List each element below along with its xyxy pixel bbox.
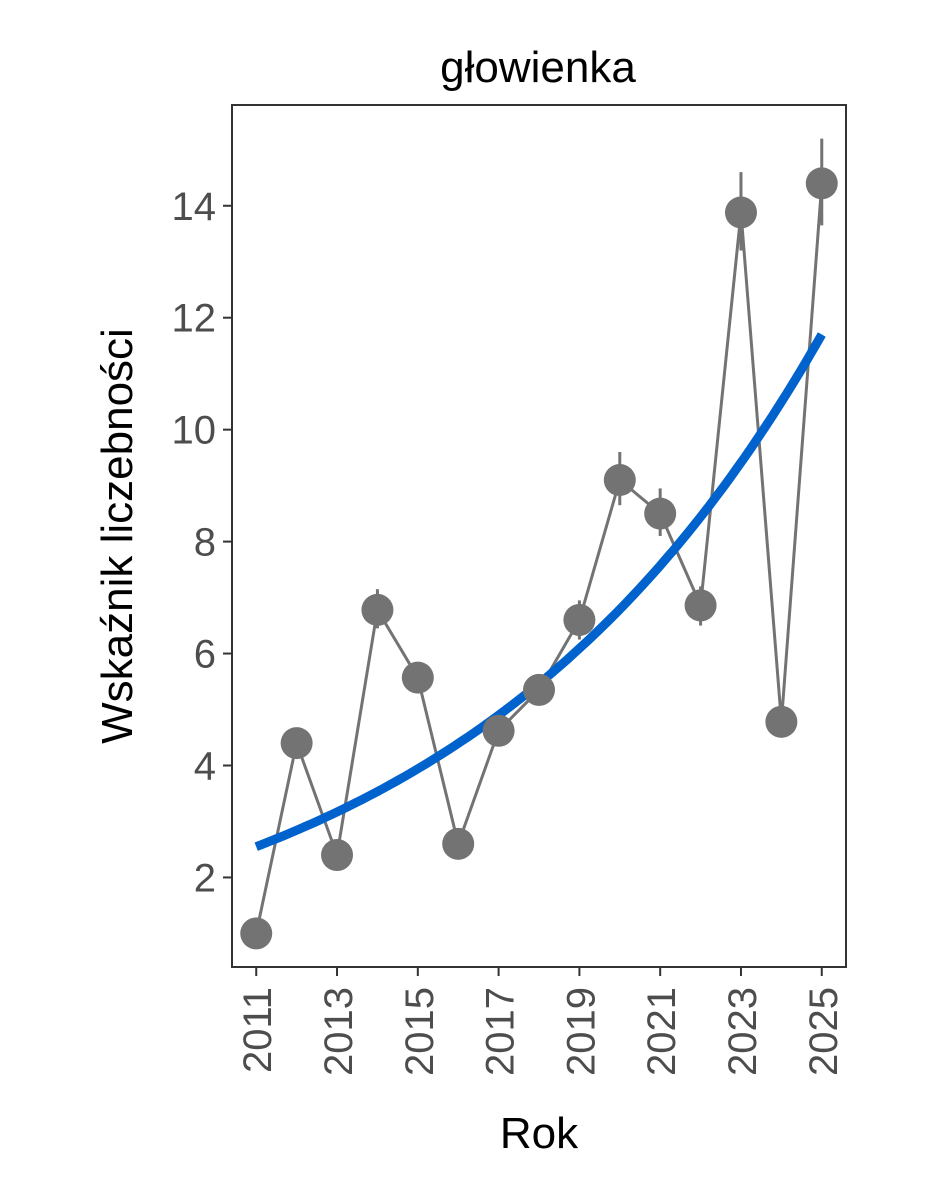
x-tick-label: 2023 (721, 987, 765, 1076)
data-point (724, 196, 757, 229)
y-tick-label: 4 (194, 744, 216, 788)
data-point (805, 167, 838, 200)
x-tick-label: 2021 (640, 987, 684, 1076)
y-tick-label: 14 (172, 185, 217, 229)
x-tick-label: 2015 (398, 987, 442, 1076)
x-axis: 2011 2013 2015 2017 2019 2021 2023 2025 (236, 967, 846, 1076)
data-point (644, 497, 677, 530)
data-points (240, 167, 838, 950)
chart-title: głowienka (440, 43, 636, 92)
x-tick-label: 2017 (479, 987, 523, 1076)
data-point (240, 917, 273, 950)
y-tick-label: 8 (194, 521, 216, 565)
x-tick-label: 2013 (317, 987, 361, 1076)
plot-panel (231, 104, 847, 968)
y-tick-label: 12 (172, 297, 217, 341)
data-point (401, 661, 434, 694)
x-tick-label: 2011 (236, 987, 280, 1073)
x-axis-label: Rok (500, 1109, 579, 1158)
data-point (684, 589, 717, 622)
data-point (361, 593, 394, 626)
y-axis-label: Wskaźnik liczebności (93, 328, 142, 744)
data-point (321, 839, 354, 872)
data-point (280, 727, 313, 760)
x-tick-label: 2019 (559, 987, 603, 1076)
data-point (482, 714, 515, 747)
data-point (765, 705, 798, 738)
y-tick-label: 10 (172, 409, 217, 453)
y-tick-label: 6 (194, 633, 216, 677)
y-axis: 2 4 6 8 10 12 14 (172, 185, 232, 900)
data-point (442, 827, 475, 860)
data-point (603, 464, 636, 497)
data-point (563, 603, 596, 636)
y-tick-label: 2 (194, 856, 216, 900)
data-point (523, 673, 555, 706)
x-tick-label: 2025 (802, 987, 846, 1076)
